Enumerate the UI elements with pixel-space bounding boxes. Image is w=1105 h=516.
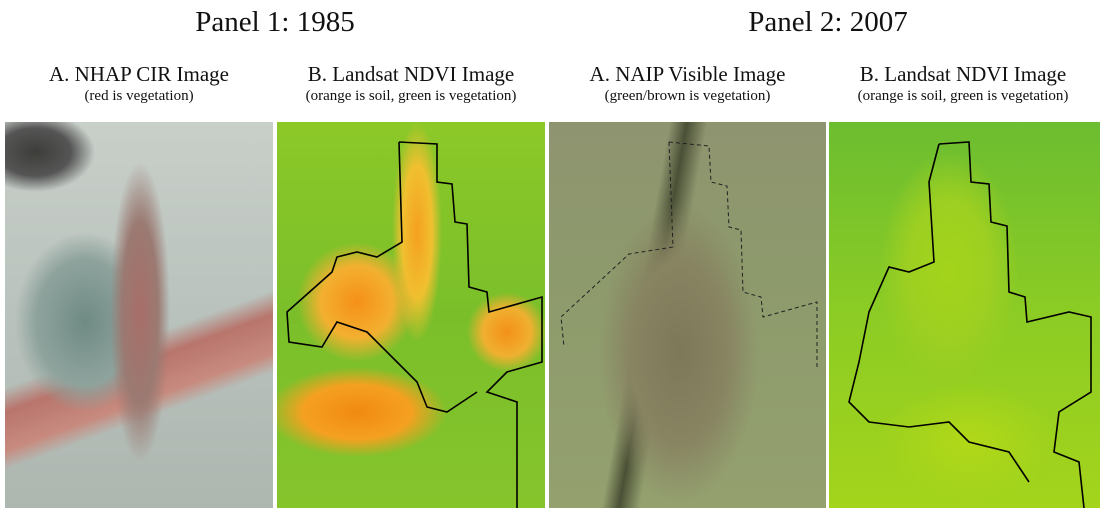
image-caption: (orange is soil, green is vegetation) bbox=[857, 88, 1069, 104]
panel-2-a-header: A. NAIP Visible Image (green/brown is ve… bbox=[549, 62, 826, 106]
boundary-outline bbox=[286, 141, 543, 508]
panel-2-title: Panel 2: 2007 bbox=[748, 6, 908, 38]
landsat-ndvi-image-2007 bbox=[829, 122, 1100, 508]
boundary-outline bbox=[848, 141, 1092, 508]
panel-1-b-header: B. Landsat NDVI Image (orange is soil, g… bbox=[266, 62, 556, 106]
boundary-outline bbox=[560, 141, 818, 367]
image-heading: B. Landsat NDVI Image bbox=[307, 62, 515, 86]
panel-1-title: Panel 1: 1985 bbox=[195, 6, 355, 38]
landsat-ndvi-image-1985 bbox=[277, 122, 545, 508]
image-caption: (red is vegetation) bbox=[84, 88, 194, 104]
image-heading: A. NHAP CIR Image bbox=[48, 62, 230, 86]
panel-1-a-header: A. NHAP CIR Image (red is vegetation) bbox=[5, 62, 273, 106]
image-caption: (orange is soil, green is vegetation) bbox=[305, 88, 517, 104]
image-heading: B. Landsat NDVI Image bbox=[859, 62, 1067, 86]
image-caption: (green/brown is vegetation) bbox=[604, 88, 771, 104]
panel-2-b-header: B. Landsat NDVI Image (orange is soil, g… bbox=[818, 62, 1105, 106]
image-heading: A. NAIP Visible Image bbox=[589, 62, 786, 86]
naip-visible-image-2007 bbox=[549, 122, 826, 508]
nhap-cir-image-1985 bbox=[5, 122, 273, 508]
